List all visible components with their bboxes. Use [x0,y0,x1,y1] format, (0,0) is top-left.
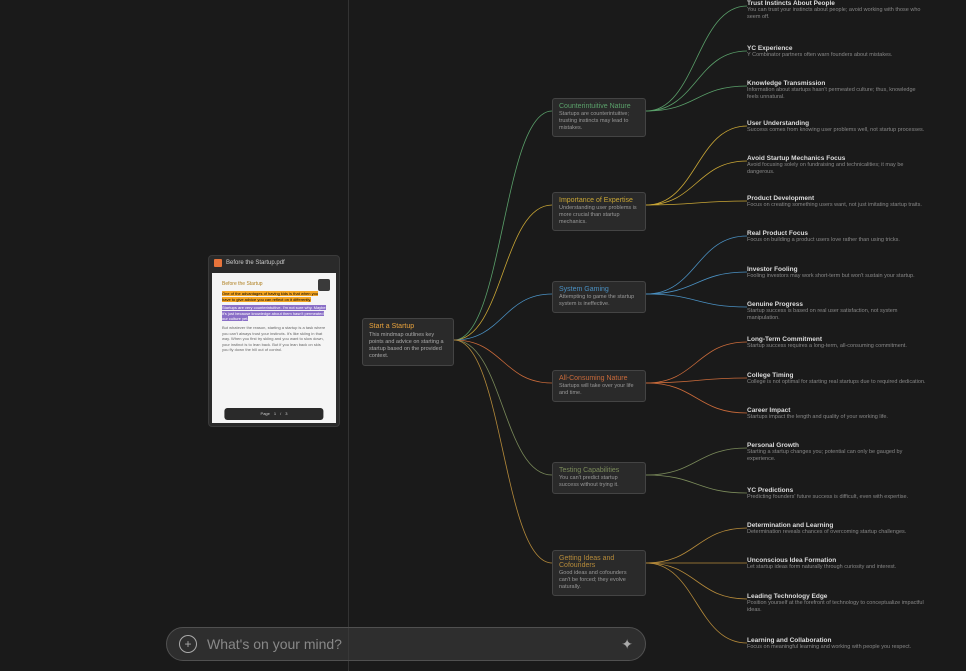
pdf-header: Before the Startup.pdf [209,256,339,270]
mid-title: Importance of Expertise [559,197,639,204]
leaf-desc: Startup success requires a long-term, al… [747,343,927,350]
leaf-title: Personal Growth [747,442,927,449]
leaf-desc: Focus on creating something users want, … [747,202,927,209]
mindmap-leaf-node[interactable]: Trust Instincts About PeopleYou can trus… [747,0,927,21]
leaf-desc: Avoid focusing solely on fundraising and… [747,162,927,176]
mid-desc: You can't predict startup success withou… [559,475,639,489]
root-title: Start a Startup [369,323,447,330]
leaf-desc: Startups impact the length and quality o… [747,414,927,421]
mindmap-leaf-node[interactable]: Determination and LearningDetermination … [747,522,927,536]
mid-title: Getting Ideas and Cofounders [559,555,639,569]
leaf-title: Unconscious Idea Formation [747,557,927,564]
leaf-desc: Focus on meaningful learning and working… [747,644,927,651]
leaf-desc: Let startup ideas form naturally through… [747,564,927,571]
leaf-desc: Focus on building a product users love r… [747,237,927,244]
mid-title: System Gaming [559,286,639,293]
leaf-title: Determination and Learning [747,522,927,529]
leaf-desc: Determination reveals chances of overcom… [747,529,927,536]
leaf-desc: Fooling investors may work short-term bu… [747,273,927,280]
mid-desc: Startups will take over your life and ti… [559,383,639,397]
mid-title: Counterintuitive Nature [559,103,639,110]
leaf-desc: Y Combinator partners often warn founder… [747,52,927,59]
leaf-title: YC Predictions [747,487,927,494]
mindmap-mid-node[interactable]: Importance of ExpertiseUnderstanding use… [552,192,646,231]
mid-desc: Attempting to game the startup system is… [559,294,639,308]
mindmap-mid-node[interactable]: System GamingAttempting to game the star… [552,281,646,313]
mindmap-leaf-node[interactable]: Avoid Startup Mechanics FocusAvoid focus… [747,155,927,176]
leaf-desc: You can trust your instincts about peopl… [747,7,927,21]
mindmap-leaf-node[interactable]: YC ExperienceY Combinator partners often… [747,45,927,59]
maximize-icon[interactable] [318,279,330,291]
mindmap-leaf-node[interactable]: User UnderstandingSuccess comes from kno… [747,120,927,134]
leaf-desc: Information about startups hasn't permea… [747,87,927,101]
add-icon[interactable]: + [179,635,197,653]
leaf-title: Long-Term Commitment [747,336,927,343]
leaf-desc: Startup success is based on real user sa… [747,308,927,322]
mindmap-leaf-node[interactable]: Real Product FocusFocus on building a pr… [747,230,927,244]
mindmap-leaf-node[interactable]: Knowledge TransmissionInformation about … [747,80,927,101]
leaf-desc: Success comes from knowing user problems… [747,127,927,134]
pdf-filename: Before the Startup.pdf [226,260,285,266]
pdf-page-label: Page [261,411,270,417]
leaf-title: YC Experience [747,45,927,52]
pdf-text-block: Startups are very counterintuitive. I'm … [222,305,326,322]
leaf-desc: Starting a startup changes you; potentia… [747,449,927,463]
leaf-title: Investor Fooling [747,266,927,273]
pdf-text-block: One of the advantages of having kids is … [222,291,326,302]
leaf-desc: Position yourself at the forefront of te… [747,600,927,614]
leaf-desc: Predicting founders' future success is d… [747,494,927,501]
leaf-title: Learning and Collaboration [747,637,927,644]
mindmap-leaf-node[interactable]: Long-Term CommitmentStartup success requ… [747,336,927,350]
pdf-page-total: 3 [285,411,287,417]
leaf-title: User Understanding [747,120,927,127]
sparkle-icon[interactable]: ✦ [621,636,633,653]
pdf-icon [214,259,222,267]
panel-divider [348,0,349,671]
pdf-doc-title: Before the Startup [222,281,326,288]
mindmap-leaf-node[interactable]: Leading Technology EdgePosition yourself… [747,593,927,614]
mindmap-leaf-node[interactable]: Personal GrowthStarting a startup change… [747,442,927,463]
leaf-title: Career Impact [747,407,927,414]
leaf-title: Real Product Focus [747,230,927,237]
leaf-title: Genuine Progress [747,301,927,308]
pdf-page-num: 1 [274,411,276,417]
pdf-toolbar[interactable]: Page 1 / 3 [224,408,323,420]
mindmap-leaf-node[interactable]: Genuine ProgressStartup success is based… [747,301,927,322]
mindmap-leaf-node[interactable]: Career ImpactStartups impact the length … [747,407,927,421]
leaf-title: Knowledge Transmission [747,80,927,87]
mindmap-mid-node[interactable]: All-Consuming NatureStartups will take o… [552,370,646,402]
leaf-title: Avoid Startup Mechanics Focus [747,155,927,162]
pdf-preview[interactable]: Before the Startup One of the advantages… [212,273,336,423]
pdf-source-card[interactable]: Before the Startup.pdf Before the Startu… [208,255,340,427]
mindmap-leaf-node[interactable]: Investor FoolingFooling investors may wo… [747,266,927,280]
mid-desc: Startups are counterintuitive; trusting … [559,111,639,132]
mindmap-root-node[interactable]: Start a Startup This mindmap outlines ke… [362,318,454,366]
mindmap-leaf-node[interactable]: YC PredictionsPredicting founders' futur… [747,487,927,501]
mindmap-mid-node[interactable]: Counterintuitive NatureStartups are coun… [552,98,646,137]
mindmap-leaf-node[interactable]: Learning and CollaborationFocus on meani… [747,637,927,651]
pdf-text-block: But whatever the reason, starting a star… [222,325,326,353]
pdf-page-sep: / [280,411,281,417]
root-desc: This mindmap outlines key points and adv… [369,332,447,361]
leaf-title: Leading Technology Edge [747,593,927,600]
mindmap-mid-node[interactable]: Getting Ideas and CofoundersGood ideas a… [552,550,646,596]
mid-desc: Good ideas and cofounders can't be force… [559,570,639,591]
mid-title: All-Consuming Nature [559,375,639,382]
prompt-input[interactable]: What's on your mind? [207,636,611,652]
mid-title: Testing Capabilities [559,467,639,474]
mid-desc: Understanding user problems is more cruc… [559,205,639,226]
mindmap-leaf-node[interactable]: Unconscious Idea FormationLet startup id… [747,557,927,571]
prompt-input-bar[interactable]: + What's on your mind? ✦ [166,627,646,661]
leaf-title: College Timing [747,372,927,379]
leaf-desc: College is not optimal for starting real… [747,379,927,386]
leaf-title: Trust Instincts About People [747,0,927,7]
leaf-title: Product Development [747,195,927,202]
mindmap-leaf-node[interactable]: College TimingCollege is not optimal for… [747,372,927,386]
mindmap-mid-node[interactable]: Testing CapabilitiesYou can't predict st… [552,462,646,494]
mindmap-leaf-node[interactable]: Product DevelopmentFocus on creating som… [747,195,927,209]
